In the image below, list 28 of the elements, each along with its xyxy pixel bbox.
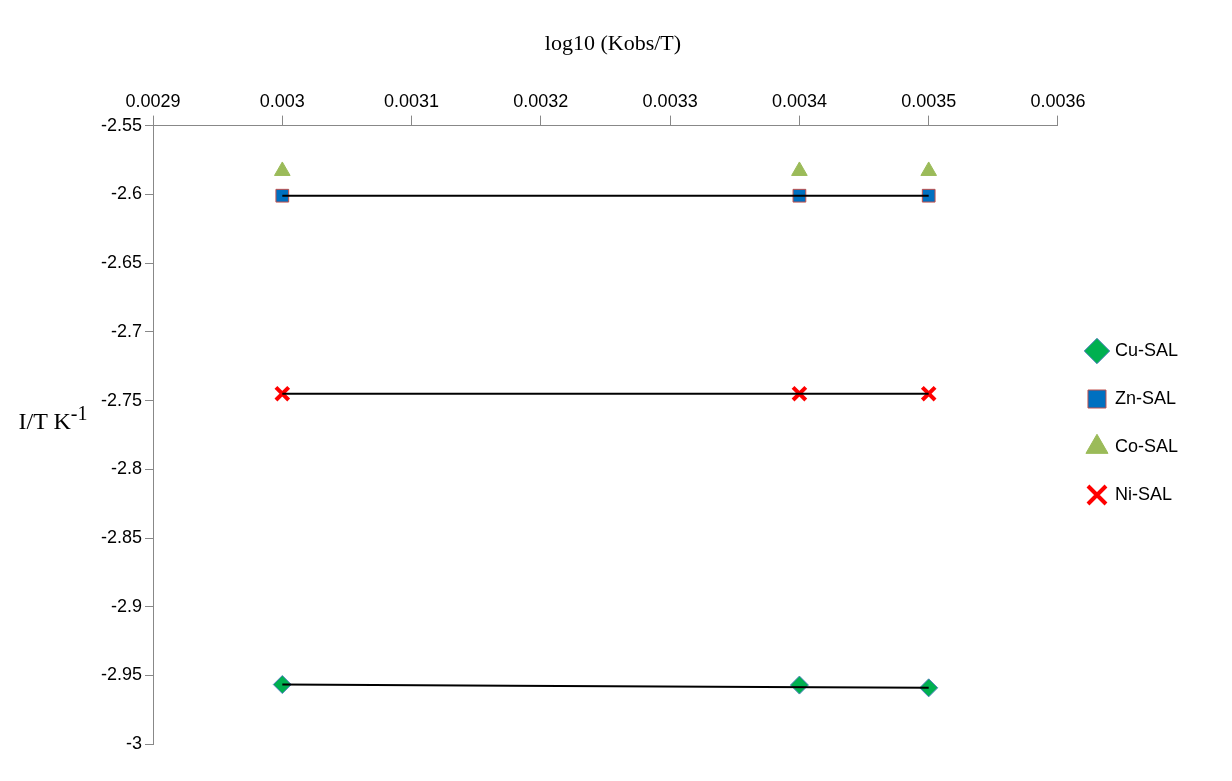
legend-label: Co-SAL	[1114, 435, 1178, 456]
point	[921, 188, 936, 203]
y-tick-label: -2.7	[111, 320, 143, 341]
y-tick-label: -2.85	[101, 526, 143, 547]
x-tick-label: 0.0036	[1030, 90, 1086, 111]
chart-title: log10 (Kobs/T)	[543, 29, 683, 57]
legend-label: Zn-SAL	[1114, 387, 1176, 408]
x-tick-label: 0.0035	[901, 90, 957, 111]
x-tick-label: 0.0034	[771, 90, 827, 111]
y-tick-label: -2.65	[101, 252, 143, 273]
x-tick-label: 0.003	[259, 90, 305, 111]
y-axis-title: I/T K$^{-1}$	[17, 401, 89, 435]
point	[275, 188, 290, 203]
x-tick-label: 0.0033	[642, 90, 698, 111]
y-tick-label: -2.9	[111, 595, 143, 616]
y-tick-label: -3	[126, 733, 143, 754]
y-tick-label: -2.75	[101, 389, 143, 410]
point	[272, 675, 292, 695]
y-tick-label: -2.95	[101, 664, 143, 685]
y-tick-label: -2.55	[101, 114, 143, 135]
y-tick-label: -2.6	[111, 183, 143, 204]
y-tick-label: -2.8	[111, 458, 143, 479]
legend-label: Cu-SAL	[1114, 339, 1178, 360]
x-tick-label: 0.0032	[513, 90, 569, 111]
x-tick-label: 0.0031	[384, 90, 440, 111]
legend-label: Ni-SAL	[1114, 483, 1172, 504]
point	[920, 385, 938, 403]
x-tick-label: 0.0029	[125, 90, 181, 111]
